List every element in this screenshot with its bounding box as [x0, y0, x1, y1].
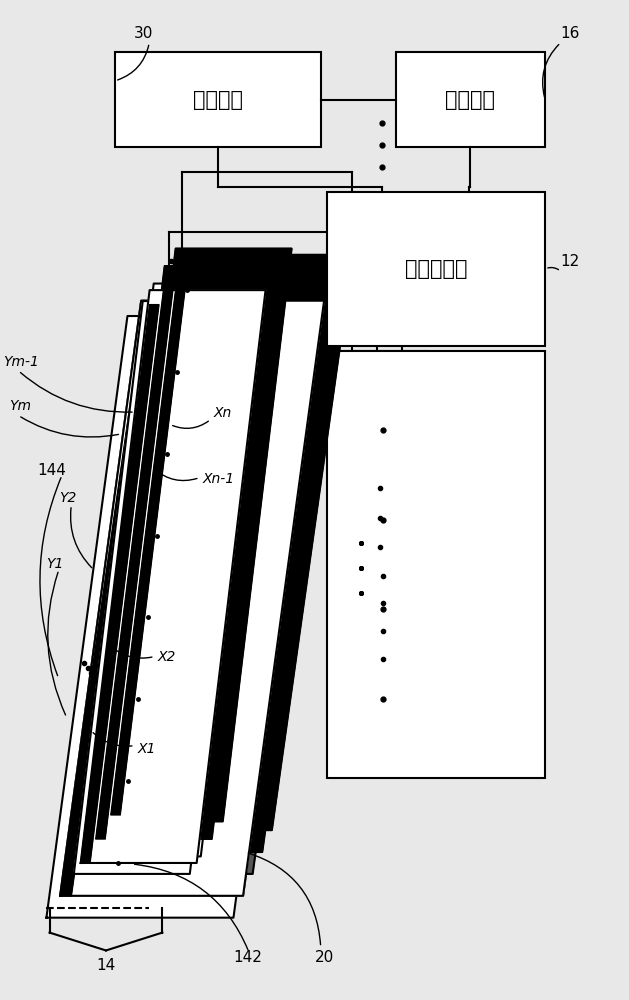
Text: Xn-1: Xn-1	[203, 472, 235, 486]
Polygon shape	[93, 274, 186, 843]
Text: X1: X1	[138, 742, 156, 756]
Polygon shape	[74, 285, 334, 874]
Text: 感测控制器: 感测控制器	[405, 259, 467, 279]
Bar	[327, 351, 545, 778]
Text: 142: 142	[233, 950, 262, 965]
Polygon shape	[107, 249, 292, 821]
Text: Y1: Y1	[47, 557, 64, 571]
Text: Ym-1: Ym-1	[3, 355, 38, 369]
Polygon shape	[60, 327, 152, 896]
Bar	[115, 52, 321, 147]
Polygon shape	[111, 257, 189, 815]
Text: 144: 144	[37, 463, 66, 478]
Polygon shape	[87, 270, 343, 852]
Polygon shape	[96, 281, 174, 839]
Text: 16: 16	[561, 26, 580, 41]
Text: X2: X2	[158, 650, 176, 664]
Polygon shape	[47, 316, 314, 918]
Polygon shape	[81, 290, 265, 863]
Polygon shape	[81, 305, 159, 863]
Text: 20: 20	[314, 950, 334, 965]
Text: 12: 12	[561, 254, 580, 269]
Polygon shape	[60, 301, 324, 896]
Polygon shape	[96, 266, 281, 839]
Text: 14: 14	[97, 958, 116, 973]
Text: Xn: Xn	[214, 406, 232, 420]
Polygon shape	[77, 301, 169, 870]
Polygon shape	[85, 284, 270, 856]
Polygon shape	[101, 255, 353, 830]
Text: Y2: Y2	[59, 491, 76, 505]
Polygon shape	[60, 301, 324, 896]
Text: 储存单元: 储存单元	[445, 90, 496, 110]
Bar	[327, 192, 545, 346]
Text: 处理单元: 处理单元	[193, 90, 243, 110]
Bar	[396, 52, 545, 147]
Text: Ym: Ym	[9, 399, 31, 414]
Polygon shape	[74, 301, 259, 874]
Text: 30: 30	[134, 26, 153, 41]
